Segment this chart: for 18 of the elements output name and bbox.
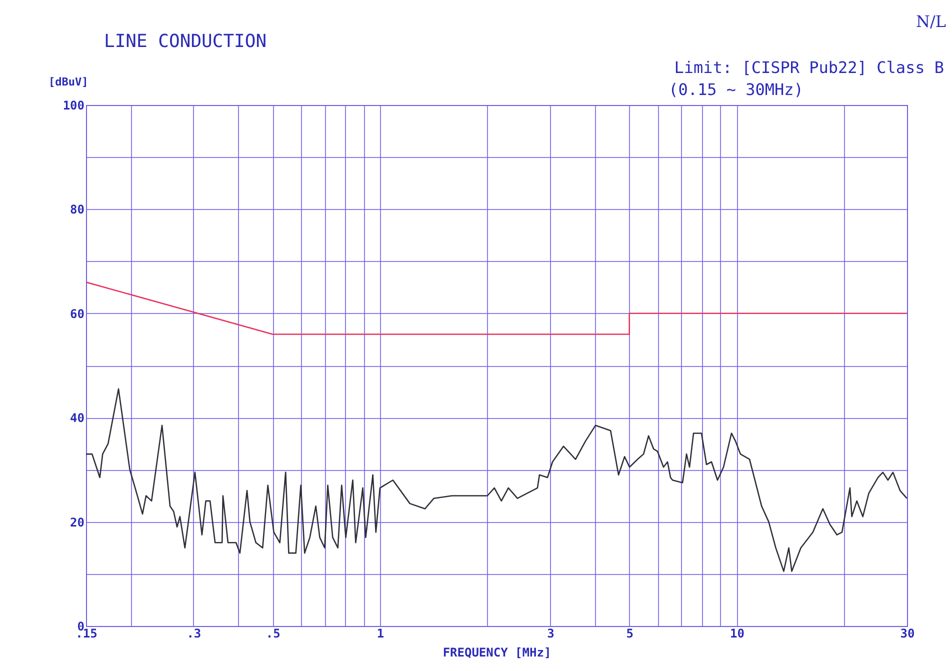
- y-tick-label: 40: [70, 411, 84, 426]
- x-tick-label: 3: [547, 626, 554, 640]
- x-axis-title: FREQUENCY [MHz]: [442, 646, 552, 660]
- x-tick-label: 30: [900, 626, 915, 640]
- text: N/L: [916, 12, 946, 31]
- x-tick-label: .5: [266, 626, 280, 640]
- y-axis-title: [dBuV]: [48, 76, 88, 88]
- chart-title: LINE CONDUCTION: [104, 31, 267, 52]
- y-tick-label: 20: [70, 515, 84, 530]
- y-tick-label: 100: [62, 98, 84, 112]
- x-tick-label: 10: [730, 626, 744, 640]
- x-tick-label: .3: [186, 626, 202, 640]
- x-tick-label: 1: [376, 626, 384, 640]
- x-tick-label: 5: [626, 626, 634, 640]
- text: Limit: [CISPR Pub22] Class B: [674, 58, 944, 77]
- text: (0.15 ~ 30MHz): [668, 80, 804, 99]
- y-tick-label: 80: [70, 202, 84, 217]
- y-tick-label: 60: [70, 306, 84, 321]
